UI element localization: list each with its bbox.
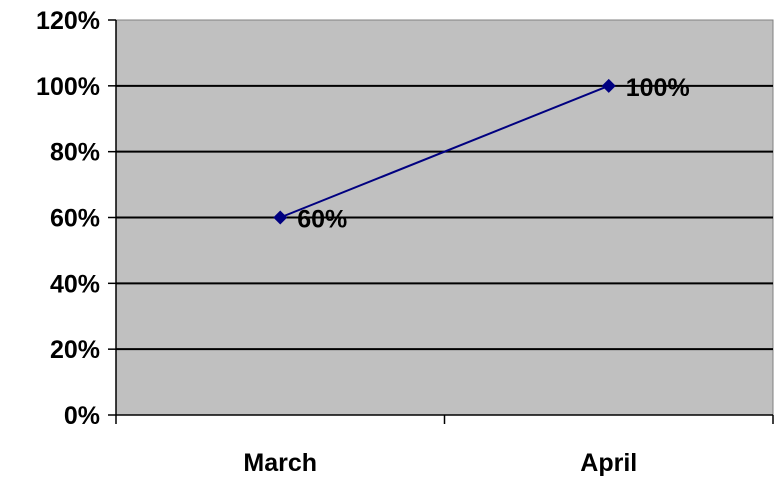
gridlines xyxy=(116,84,773,351)
y-tick-label: 100% xyxy=(36,73,100,101)
x-tick-label: April xyxy=(580,449,637,477)
data-point-marker xyxy=(601,78,616,93)
y-tick-label: 0% xyxy=(64,402,100,430)
y-tick-label: 80% xyxy=(50,139,100,167)
data-label: 60% xyxy=(297,206,347,234)
series-group: 60% 100% xyxy=(273,74,690,234)
x-tick-label: March xyxy=(243,449,317,477)
axes xyxy=(108,19,774,424)
data-label: 100% xyxy=(626,74,690,102)
y-tick-label: 40% xyxy=(50,270,100,298)
y-tick-label: 60% xyxy=(50,205,100,233)
y-tick-label: 20% xyxy=(50,336,100,364)
data-point-marker xyxy=(273,210,288,225)
x-axis-tick-labels: March April xyxy=(243,449,637,477)
y-axis-tick-labels: 0% 20% 40% 60% 80% 100% 120% xyxy=(36,7,100,430)
series-line xyxy=(279,84,610,219)
y-tick-label: 120% xyxy=(36,7,100,35)
